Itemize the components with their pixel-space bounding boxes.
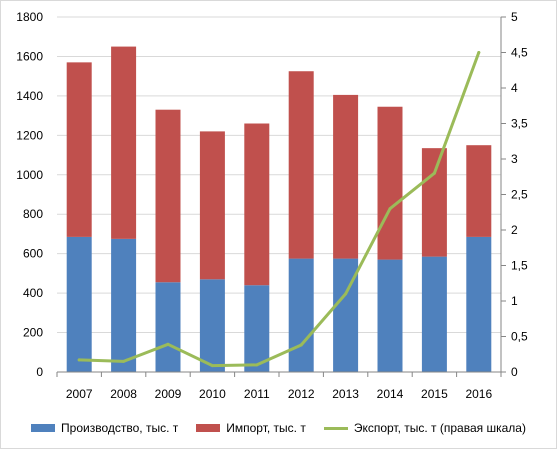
x-tick-label: 2010 xyxy=(199,387,226,401)
bar-import xyxy=(377,106,403,260)
y-right-tick-label: 1,5 xyxy=(511,259,528,273)
point-export xyxy=(122,359,126,363)
point-export xyxy=(388,207,392,211)
legend-item-export: Экспорт, тыс. т (правая шкала) xyxy=(323,421,526,435)
y-left-tick-label: 1000 xyxy=(16,168,43,182)
legend-swatch-export xyxy=(323,426,348,430)
point-export xyxy=(477,51,481,54)
y-left-tick-label: 0 xyxy=(36,365,43,379)
bar-production xyxy=(288,258,314,372)
legend-swatch-import xyxy=(196,424,221,432)
bar-import xyxy=(466,145,492,237)
bar-production xyxy=(155,282,181,372)
point-export xyxy=(299,343,303,347)
x-tick-label: 2009 xyxy=(155,387,182,401)
bar-production xyxy=(244,285,270,372)
y-right-tick-label: 2,5 xyxy=(511,188,528,202)
y-left-tick-label: 1600 xyxy=(16,49,43,63)
x-tick-label: 2008 xyxy=(110,387,137,401)
y-right-tick-label: 4,5 xyxy=(511,46,528,60)
bar-import xyxy=(155,109,181,283)
y-left-tick-label: 1800 xyxy=(16,10,43,24)
bar-production xyxy=(66,236,92,372)
x-tick-label: 2015 xyxy=(421,387,448,401)
y-right-tick-label: 3,5 xyxy=(511,117,528,131)
point-export xyxy=(77,358,81,362)
legend-label-production: Производство, тыс. т xyxy=(61,421,179,435)
bar-import xyxy=(288,71,314,259)
point-export xyxy=(432,171,436,175)
point-export xyxy=(344,292,348,296)
line-export xyxy=(77,51,481,368)
x-tick-label: 2014 xyxy=(377,387,404,401)
bar-import xyxy=(66,62,92,237)
y-right-tick-label: 4 xyxy=(511,81,518,95)
y-left-tick-label: 800 xyxy=(23,207,43,221)
point-export xyxy=(210,364,214,368)
y-right-tick-label: 0 xyxy=(511,365,518,379)
point-export xyxy=(166,342,170,346)
x-tick-label: 2016 xyxy=(465,387,492,401)
y-left-tick-label: 400 xyxy=(23,286,43,300)
x-tick-label: 2012 xyxy=(288,387,315,401)
bar-production xyxy=(421,256,447,372)
bar-production xyxy=(377,259,403,372)
legend: Производство, тыс. т Импорт, тыс. т Эксп… xyxy=(1,421,556,435)
y-right-tick-label: 0,5 xyxy=(511,330,528,344)
bar-production xyxy=(111,238,137,372)
x-tick-label: 2007 xyxy=(66,387,93,401)
bar-import xyxy=(199,131,225,280)
bar-import xyxy=(111,46,137,239)
y-right-tick-label: 2 xyxy=(511,223,518,237)
y-right-tick-label: 5 xyxy=(511,10,518,24)
legend-item-production: Производство, тыс. т xyxy=(31,421,178,435)
legend-label-import: Импорт, тыс. т xyxy=(226,421,306,435)
y-left-tick-label: 600 xyxy=(23,247,43,261)
x-tick-label: 2011 xyxy=(244,387,270,401)
bar-production xyxy=(466,236,492,372)
x-tick-label: 2013 xyxy=(332,387,359,401)
y-right-tick-label: 3 xyxy=(511,152,518,166)
legend-swatch-production xyxy=(31,424,56,432)
point-export xyxy=(255,363,259,367)
y-right-tick-label: 1 xyxy=(511,294,518,308)
legend-item-import: Импорт, тыс. т xyxy=(196,421,306,435)
bar-import xyxy=(333,94,359,259)
legend-label-export: Экспорт, тыс. т (правая шкала) xyxy=(353,421,526,435)
bar-import xyxy=(421,148,447,257)
y-left-tick-label: 1200 xyxy=(16,128,43,142)
bar-production xyxy=(199,279,225,372)
y-left-tick-label: 1400 xyxy=(16,89,43,103)
y-left-tick-label: 200 xyxy=(23,326,43,340)
bar-import xyxy=(244,123,270,286)
